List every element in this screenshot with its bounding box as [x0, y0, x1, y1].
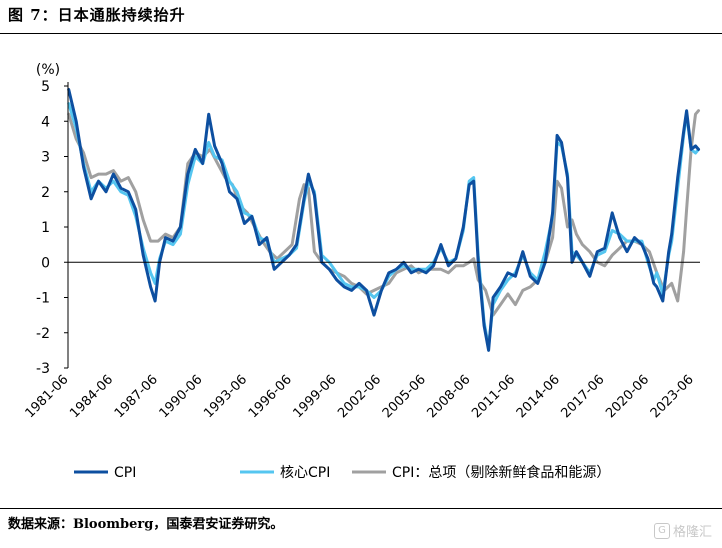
- x-tick-label: 2017-06: [559, 372, 608, 421]
- y-tick-label: 5: [41, 79, 50, 95]
- y-tick-label: 4: [41, 114, 50, 130]
- x-tick-label: 2014-06: [514, 372, 563, 421]
- x-tick-label: 2023-06: [648, 372, 697, 421]
- x-tick-label: 2011-06: [469, 372, 518, 421]
- line-chart: -3 -2 -1 0 1 2 3 4 5(%) 1981-061984-061987-061990…: [23, 62, 700, 481]
- y-tick-label: 0: [41, 255, 50, 271]
- watermark: G 格隆汇: [653, 521, 712, 540]
- x-tick-label: 1999-06: [291, 372, 340, 421]
- source-divider: [0, 508, 722, 509]
- x-tick-label: 2020-06: [603, 372, 652, 421]
- x-tick-label: 1990-06: [157, 372, 206, 421]
- y-tick-label: -2: [36, 326, 50, 342]
- watermark-text: 格隆汇: [672, 525, 712, 540]
- title-divider: [0, 33, 722, 34]
- series-line-cpi: [67, 88, 700, 352]
- x-tick-label: 1981-06: [23, 372, 72, 421]
- y-unit-label: (%): [36, 62, 60, 78]
- y-tick-label: -3: [36, 361, 50, 377]
- legend-label-overall: CPI：总项（剔除新鲜食品和能源）: [392, 464, 610, 481]
- data-source: 数据来源：Bloomberg，国泰君安证券研究。: [8, 517, 284, 532]
- x-tick-label: 1984-06: [67, 372, 116, 421]
- series-line-core: [67, 102, 700, 349]
- y-tick-label: 1: [41, 220, 50, 236]
- x-tick-label: 2002-06: [335, 372, 384, 421]
- x-tick-label: 1993-06: [201, 372, 250, 421]
- x-tick-label: 2008-06: [425, 372, 474, 421]
- x-tick-label: 1996-06: [246, 372, 295, 421]
- y-tick-label: 3: [41, 150, 50, 166]
- y-tick-label: -1: [36, 291, 50, 307]
- y-tick-label: 2: [41, 185, 50, 201]
- x-tick-label: 1987-06: [112, 372, 161, 421]
- legend-label-core: 核心CPI: [280, 465, 330, 481]
- x-tick-label: 2005-06: [380, 372, 429, 421]
- figure-title: 图 7：日本通胀持续抬升: [8, 6, 186, 24]
- legend-label-cpi: CPI: [114, 465, 136, 481]
- watermark-logo-icon: G: [653, 522, 670, 539]
